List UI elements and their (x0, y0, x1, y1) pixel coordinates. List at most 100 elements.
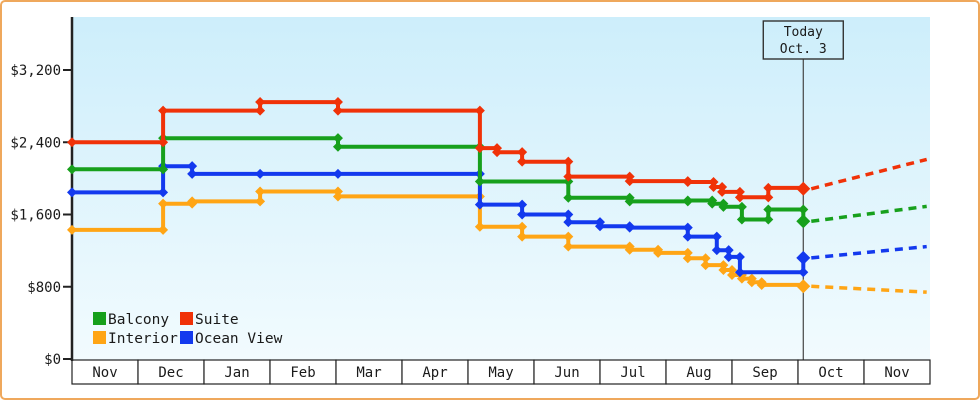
data-point-marker[interactable] (682, 247, 693, 258)
data-point-marker[interactable] (255, 168, 266, 179)
data-point-marker[interactable] (723, 251, 734, 262)
data-point-marker[interactable] (700, 253, 711, 264)
legend-item-balcony[interactable]: Balcony (93, 312, 169, 328)
data-point-marker[interactable] (711, 245, 722, 256)
data-point-marker[interactable] (718, 201, 729, 212)
data-point-marker[interactable] (255, 186, 266, 197)
data-point-marker[interactable] (158, 224, 169, 235)
data-point-marker[interactable] (474, 105, 485, 116)
current-price-marker[interactable] (796, 181, 811, 196)
data-point-marker[interactable] (332, 97, 343, 108)
data-point-marker[interactable] (653, 247, 664, 258)
month-cell[interactable] (665, 359, 733, 385)
data-point-marker[interactable] (517, 199, 528, 210)
data-point-marker[interactable] (763, 192, 774, 203)
data-point-marker[interactable] (474, 176, 485, 187)
data-point-marker[interactable] (682, 222, 693, 233)
data-point-marker[interactable] (734, 267, 745, 278)
data-point-marker[interactable] (492, 147, 503, 158)
data-point-marker[interactable] (332, 105, 343, 116)
data-point-marker[interactable] (563, 231, 574, 242)
month-label: Jan (224, 365, 249, 381)
data-point-marker[interactable] (756, 279, 767, 290)
data-point-marker[interactable] (734, 186, 745, 197)
data-point-marker[interactable] (332, 141, 343, 152)
data-point-marker[interactable] (255, 196, 266, 207)
data-point-marker[interactable] (563, 217, 574, 228)
data-point-marker[interactable] (718, 265, 729, 276)
data-point-marker[interactable] (736, 214, 747, 225)
data-point-marker[interactable] (474, 221, 485, 232)
data-point-marker[interactable] (682, 195, 693, 206)
legend-item-interior[interactable]: Interior (93, 331, 178, 347)
current-price-marker[interactable] (796, 279, 811, 294)
data-point-marker[interactable] (517, 221, 528, 232)
data-point-marker[interactable] (763, 182, 774, 193)
data-point-marker[interactable] (734, 251, 745, 262)
data-point-marker[interactable] (67, 187, 77, 198)
data-point-marker[interactable] (332, 168, 343, 179)
data-point-marker[interactable] (187, 196, 198, 207)
data-point-marker[interactable] (255, 105, 266, 116)
data-point-marker[interactable] (763, 214, 774, 225)
month-cell[interactable] (731, 359, 799, 385)
data-point-marker[interactable] (624, 176, 635, 187)
data-point-marker[interactable] (517, 231, 528, 242)
data-point-marker[interactable] (798, 267, 809, 278)
legend-item-ocean-view[interactable]: Ocean View (180, 331, 283, 347)
data-point-marker[interactable] (563, 156, 574, 167)
data-point-marker[interactable] (727, 270, 737, 281)
data-point-marker[interactable] (332, 191, 343, 202)
data-point-marker[interactable] (158, 105, 169, 116)
data-point-marker[interactable] (67, 164, 77, 175)
data-point-marker[interactable] (67, 224, 77, 235)
data-point-marker[interactable] (332, 133, 343, 144)
data-point-marker[interactable] (563, 209, 574, 220)
data-point-marker[interactable] (708, 181, 719, 192)
data-point-marker[interactable] (158, 164, 169, 175)
data-point-marker[interactable] (158, 137, 169, 148)
data-point-marker[interactable] (717, 186, 728, 197)
data-point-marker[interactable] (187, 161, 198, 172)
data-point-marker[interactable] (517, 156, 528, 167)
legend-item-suite[interactable]: Suite (180, 312, 239, 328)
month-cell[interactable] (467, 359, 535, 385)
data-point-marker[interactable] (187, 168, 198, 179)
data-point-marker[interactable] (624, 196, 635, 207)
data-point-marker[interactable] (67, 137, 77, 148)
month-cell[interactable] (137, 359, 205, 385)
data-point-marker[interactable] (158, 187, 169, 198)
month-cell[interactable] (203, 359, 271, 385)
current-price-marker[interactable] (796, 250, 811, 265)
month-cell[interactable] (401, 359, 469, 385)
data-point-marker[interactable] (624, 222, 635, 233)
data-point-marker[interactable] (517, 147, 528, 158)
month-cell[interactable] (599, 359, 667, 385)
data-point-marker[interactable] (595, 221, 605, 232)
data-point-marker[interactable] (158, 198, 169, 209)
data-point-marker[interactable] (734, 192, 745, 203)
data-point-marker[interactable] (700, 260, 711, 271)
data-point-marker[interactable] (563, 171, 574, 182)
data-point-marker[interactable] (624, 244, 635, 255)
data-point-marker[interactable] (474, 143, 485, 154)
data-point-marker[interactable] (517, 209, 528, 220)
data-point-marker[interactable] (723, 245, 734, 256)
data-point-marker[interactable] (255, 97, 266, 108)
month-cell[interactable] (335, 359, 403, 385)
data-point-marker[interactable] (682, 231, 693, 242)
data-point-marker[interactable] (563, 241, 574, 252)
data-point-marker[interactable] (736, 201, 747, 212)
data-point-marker[interactable] (711, 231, 722, 242)
current-price-marker[interactable] (796, 214, 811, 229)
data-point-marker[interactable] (798, 204, 809, 215)
data-point-marker[interactable] (563, 192, 574, 203)
data-point-marker[interactable] (474, 199, 485, 210)
data-point-marker[interactable] (746, 277, 757, 288)
data-point-marker[interactable] (682, 253, 693, 264)
month-cell[interactable] (863, 359, 931, 385)
data-point-marker[interactable] (707, 198, 718, 209)
month-cell[interactable] (269, 359, 337, 385)
data-point-marker[interactable] (682, 176, 693, 187)
data-point-marker[interactable] (763, 204, 774, 215)
